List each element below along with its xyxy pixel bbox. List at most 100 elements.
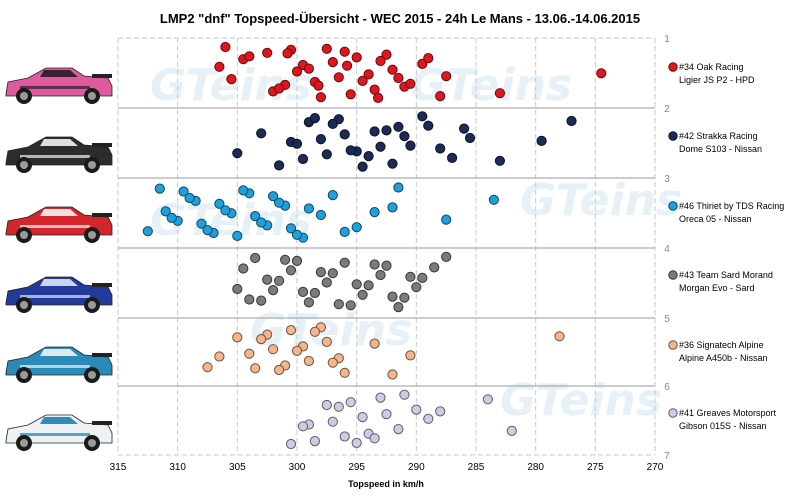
data-point <box>184 192 195 204</box>
data-point <box>303 355 314 367</box>
legend-car: Gibson 015S - Nissan <box>679 421 767 431</box>
row-tick-label: 2 <box>664 104 670 115</box>
data-point <box>327 357 338 368</box>
data-point <box>232 332 243 343</box>
data-point <box>405 350 416 361</box>
car-hub-front <box>20 231 28 239</box>
legend-name: #43 Team Sard Morand <box>679 270 773 280</box>
data-point <box>262 274 273 285</box>
data-point <box>154 183 165 194</box>
data-point <box>435 143 446 154</box>
data-point <box>321 399 332 411</box>
data-points <box>142 41 607 450</box>
data-point <box>417 111 428 122</box>
x-tick-label: 290 <box>408 462 425 473</box>
data-point <box>214 198 225 209</box>
data-point <box>309 113 320 124</box>
x-tick-label: 305 <box>229 462 246 473</box>
data-point <box>303 203 314 214</box>
data-point <box>321 336 332 347</box>
data-point <box>244 51 255 62</box>
x-tick-label: 310 <box>169 462 186 473</box>
data-point <box>387 64 398 75</box>
data-point <box>250 211 261 222</box>
data-point <box>196 218 207 229</box>
car-hub-rear <box>88 231 96 239</box>
chart-title: LMP2 "dnf" Topspeed-Übersicht - WEC 2015… <box>160 11 640 26</box>
legend-marker <box>668 340 678 350</box>
car-hub-front <box>20 301 28 309</box>
data-point <box>256 334 267 345</box>
data-point <box>393 121 404 132</box>
car-canopy <box>40 70 78 77</box>
data-point <box>345 397 356 408</box>
car-image <box>5 206 113 243</box>
data-point <box>315 92 326 103</box>
data-point <box>351 222 362 233</box>
row-tick-label: 1 <box>664 34 670 45</box>
car-stripe <box>20 225 90 228</box>
data-point <box>309 287 320 299</box>
data-point <box>250 363 261 374</box>
data-point <box>441 214 452 225</box>
data-point <box>303 297 314 308</box>
data-point <box>166 212 177 223</box>
data-point <box>393 72 404 84</box>
legend-entry: #34 Oak Racing Ligier JS P2 - HPD <box>668 62 755 85</box>
legend-car: Alpine A450b - Nissan <box>679 353 768 363</box>
legend-name: #46 Thiriet by TDS Racing <box>679 201 784 211</box>
data-point <box>274 275 285 286</box>
car-wing <box>92 283 112 287</box>
data-point <box>423 53 434 64</box>
data-point <box>327 416 338 427</box>
data-point <box>297 286 309 297</box>
data-point <box>309 326 320 337</box>
data-point <box>274 364 285 376</box>
x-tick-label: 275 <box>587 462 604 473</box>
car-wing <box>92 353 112 357</box>
data-point <box>220 41 231 53</box>
data-point <box>303 63 314 74</box>
row-tick-labels: 1 2 3 4 5 6 7 <box>664 34 670 462</box>
data-point <box>345 89 356 100</box>
legend-name: #36 Signatech Alpine <box>679 340 764 350</box>
data-point <box>327 190 338 201</box>
car-hub-front <box>20 92 28 100</box>
data-point <box>596 68 607 79</box>
car-hub-rear <box>88 301 96 309</box>
data-point <box>321 43 332 54</box>
watermark-text: GTeins <box>500 375 662 426</box>
x-tick-label: 285 <box>468 462 485 473</box>
data-point <box>399 131 410 142</box>
data-point <box>285 325 297 336</box>
legend-name: #34 Oak Racing <box>679 62 744 72</box>
data-point <box>214 61 225 72</box>
data-point <box>250 252 261 264</box>
data-point <box>285 223 297 234</box>
data-point <box>441 251 452 262</box>
data-point <box>566 115 577 127</box>
data-point <box>506 425 517 436</box>
data-point <box>423 120 434 131</box>
data-point <box>291 255 303 266</box>
data-point <box>321 149 332 160</box>
car-hub-rear <box>88 92 96 100</box>
car-image <box>5 346 113 383</box>
data-point <box>232 283 243 295</box>
data-point <box>315 267 326 278</box>
legend-marker <box>668 62 678 72</box>
data-point <box>447 152 458 163</box>
data-point <box>333 299 344 310</box>
data-point <box>405 271 416 282</box>
data-point <box>375 269 386 281</box>
data-point <box>345 300 356 311</box>
data-point <box>357 289 368 300</box>
row-tick-label: 5 <box>664 314 670 325</box>
data-point <box>202 225 213 236</box>
data-point <box>369 207 380 218</box>
grid <box>117 37 656 456</box>
data-point <box>387 202 398 213</box>
data-point <box>309 436 320 447</box>
data-point <box>357 412 368 423</box>
